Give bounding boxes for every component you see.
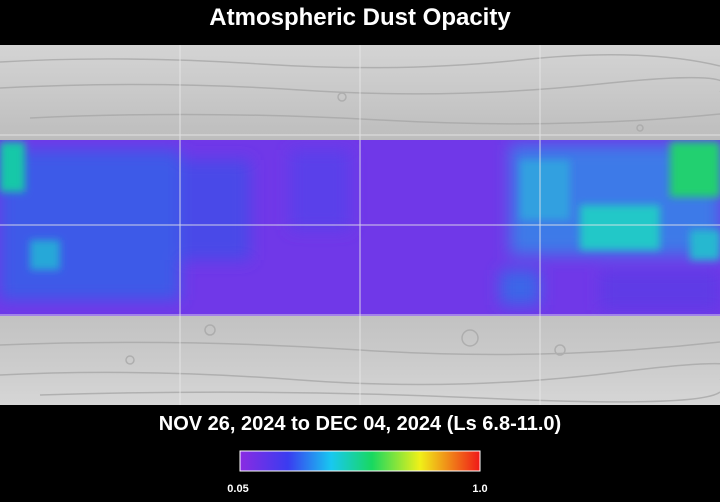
map <box>0 45 720 405</box>
dust-high <box>0 142 720 270</box>
grid <box>0 45 720 405</box>
date-range: NOV 26, 2024 to DEC 04, 2024 (Ls 6.8-11.… <box>159 413 561 435</box>
colorbar <box>239 450 481 472</box>
colorbar-max-label: 1.0 <box>472 483 487 495</box>
relief-texture <box>0 53 720 403</box>
title: Atmospheric Dust Opacity <box>209 4 511 31</box>
colorbar-min-label: 0.05 <box>227 483 248 495</box>
